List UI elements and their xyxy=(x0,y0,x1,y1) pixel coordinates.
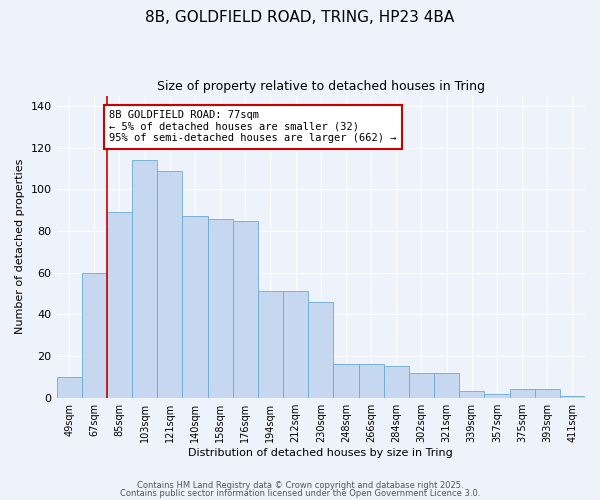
Bar xyxy=(82,272,107,398)
Bar xyxy=(560,396,585,398)
Bar xyxy=(107,212,132,398)
Text: 8B GOLDFIELD ROAD: 77sqm
← 5% of detached houses are smaller (32)
95% of semi-de: 8B GOLDFIELD ROAD: 77sqm ← 5% of detache… xyxy=(109,110,397,144)
Text: Contains HM Land Registry data © Crown copyright and database right 2025.: Contains HM Land Registry data © Crown c… xyxy=(137,481,463,490)
Text: Contains public sector information licensed under the Open Government Licence 3.: Contains public sector information licen… xyxy=(120,488,480,498)
Bar xyxy=(308,302,334,398)
X-axis label: Distribution of detached houses by size in Tring: Distribution of detached houses by size … xyxy=(188,448,453,458)
Bar xyxy=(182,216,208,398)
Text: 8B, GOLDFIELD ROAD, TRING, HP23 4BA: 8B, GOLDFIELD ROAD, TRING, HP23 4BA xyxy=(145,10,455,25)
Bar xyxy=(459,392,484,398)
Bar xyxy=(56,377,82,398)
Bar xyxy=(208,218,233,398)
Bar xyxy=(509,390,535,398)
Y-axis label: Number of detached properties: Number of detached properties xyxy=(15,159,25,334)
Bar xyxy=(132,160,157,398)
Title: Size of property relative to detached houses in Tring: Size of property relative to detached ho… xyxy=(157,80,485,93)
Bar xyxy=(258,292,283,398)
Bar xyxy=(535,390,560,398)
Bar xyxy=(157,170,182,398)
Bar xyxy=(233,220,258,398)
Bar xyxy=(484,394,509,398)
Bar xyxy=(434,372,459,398)
Bar xyxy=(283,292,308,398)
Bar xyxy=(409,372,434,398)
Bar xyxy=(359,364,383,398)
Bar xyxy=(383,366,409,398)
Bar xyxy=(334,364,359,398)
